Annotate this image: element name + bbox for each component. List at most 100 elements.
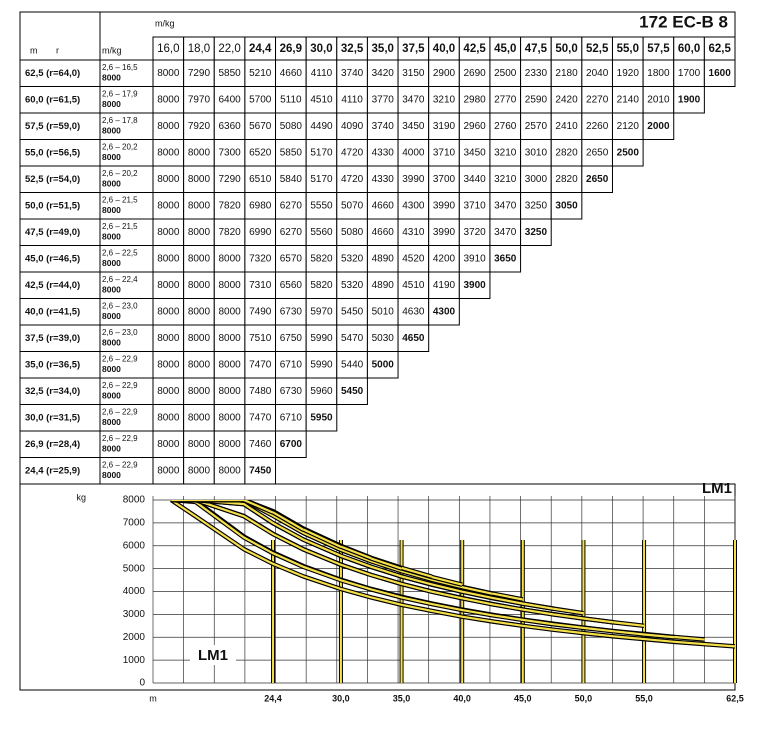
load-value: 4090 <box>341 121 364 132</box>
load-cell <box>213 112 246 140</box>
load-value: 3900 <box>464 280 487 291</box>
load-value: 5070 <box>341 200 364 211</box>
x-tick-label: 24,4 <box>264 693 282 703</box>
load-cell <box>550 59 583 87</box>
load-value: 8000 <box>188 200 211 211</box>
load-cell <box>183 457 215 485</box>
load-value: 4490 <box>310 121 333 132</box>
load-value: 8000 <box>157 253 180 264</box>
load-cell <box>366 298 399 326</box>
x-tick-label: 40,0 <box>453 693 471 703</box>
unit-label: m/kg <box>155 18 175 28</box>
load-value: 2770 <box>494 94 517 105</box>
load-value: 5010 <box>372 306 395 317</box>
load-value: 8000 <box>218 306 241 317</box>
load-value: 8000 <box>157 200 180 211</box>
load-value: 8000 <box>188 439 211 450</box>
load-curve <box>171 500 493 595</box>
load-value: 3720 <box>464 227 487 238</box>
load-value: 8000 <box>188 227 211 238</box>
load-value: 8000 <box>157 94 180 105</box>
load-value: 2690 <box>464 68 487 79</box>
load-value: 2570 <box>525 121 548 132</box>
load-value: 6750 <box>280 333 303 344</box>
load-value: 2500 <box>617 147 640 158</box>
load-curve <box>170 500 735 648</box>
load-curve <box>171 500 675 639</box>
load-cell <box>458 271 491 299</box>
load-value: 5450 <box>341 386 364 397</box>
load-cell <box>213 139 246 167</box>
range: 2,6 – 21,5 <box>102 222 138 231</box>
load-cell <box>305 218 338 246</box>
load-value: 7480 <box>249 386 272 397</box>
load-value: 3650 <box>494 253 517 264</box>
load-value: 3150 <box>402 68 425 79</box>
range: 2,6 – 23,0 <box>102 328 138 337</box>
load-value: 7820 <box>218 200 241 211</box>
range: 2,6 – 22,9 <box>102 408 138 417</box>
row-label: 24,4 (r=25,9) <box>25 465 80 476</box>
range-max: 8000 <box>102 178 121 188</box>
load-value: 8000 <box>157 439 180 450</box>
load-value: 4510 <box>310 94 333 105</box>
load-value: 7820 <box>218 227 241 238</box>
load-value: 5700 <box>249 94 272 105</box>
load-cell <box>366 324 399 352</box>
col-unit: m/kg <box>102 45 122 55</box>
load-value: 2330 <box>525 68 548 79</box>
column-header: 26,9 <box>280 43 302 55</box>
load-value: 8000 <box>218 359 241 370</box>
column-header: 16,0 <box>157 43 179 55</box>
column-header: 37,5 <box>402 43 425 55</box>
row-label: 62,5 (r=64,0) <box>25 68 80 79</box>
load-value: 1800 <box>647 68 670 79</box>
load-cell <box>152 192 185 220</box>
load-value: 8000 <box>218 439 241 450</box>
column-header: 32,5 <box>341 43 364 55</box>
y-tick-label: 8000 <box>123 495 146 506</box>
column-header: 60,0 <box>678 43 700 55</box>
load-value: 5080 <box>341 227 364 238</box>
load-cell <box>489 245 522 273</box>
load-value: 5210 <box>249 68 272 79</box>
load-cell <box>550 112 583 140</box>
load-value: 1600 <box>709 68 732 79</box>
y-tick-label: 7000 <box>123 518 146 529</box>
load-cell <box>305 404 338 432</box>
load-cell <box>336 192 368 220</box>
load-value: 5850 <box>218 68 241 79</box>
load-value: 4110 <box>311 68 333 79</box>
x-tick-label: 55,0 <box>635 693 653 703</box>
load-cell <box>581 165 613 193</box>
col-r: r <box>56 45 59 55</box>
load-value: 7320 <box>249 253 272 264</box>
load-cell <box>275 112 307 140</box>
load-value: 3910 <box>464 253 487 264</box>
load-cell <box>336 298 368 326</box>
load-value: 2040 <box>586 68 609 79</box>
load-value: 8000 <box>218 333 241 344</box>
load-cell <box>397 112 430 140</box>
load-value: 2000 <box>647 121 670 132</box>
row-label: 42,5 (r=44,0) <box>25 280 80 291</box>
y-tick-label: 4000 <box>123 586 146 597</box>
load-cell <box>152 139 185 167</box>
load-value: 7290 <box>218 174 241 185</box>
load-cell <box>305 271 338 299</box>
load-value: 3710 <box>464 200 487 211</box>
load-cell <box>489 139 522 167</box>
range: 2,6 – 21,5 <box>102 196 138 205</box>
load-value: 8000 <box>157 68 180 79</box>
load-value: 3470 <box>494 227 517 238</box>
y-tick-label: 6000 <box>123 540 146 551</box>
load-value: 3450 <box>402 121 425 132</box>
load-value: 3050 <box>555 200 578 211</box>
column-header: 30,0 <box>310 43 332 55</box>
load-value: 7460 <box>249 439 272 450</box>
column-header: 45,0 <box>494 43 516 55</box>
load-cell <box>550 192 583 220</box>
load-value: 3420 <box>372 68 395 79</box>
column-header: 57,5 <box>647 43 670 55</box>
load-value: 4200 <box>433 253 456 264</box>
